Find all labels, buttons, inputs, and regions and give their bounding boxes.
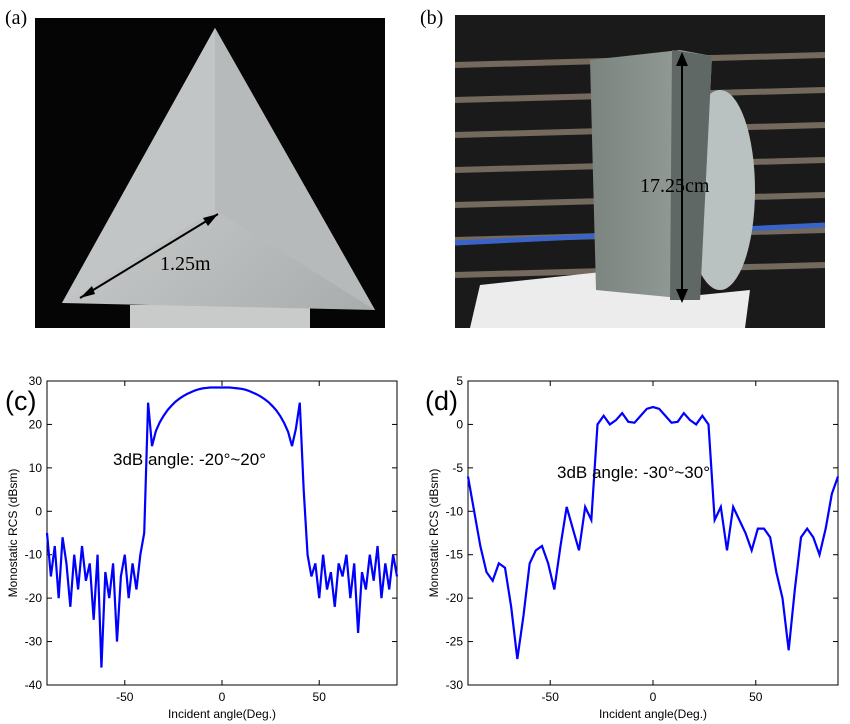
panel-label: (d) bbox=[425, 386, 458, 416]
y-tick-label: 0 bbox=[35, 504, 42, 518]
y-tick-label: -20 bbox=[25, 591, 43, 605]
y-tick-label: 20 bbox=[29, 417, 43, 431]
annotation: 3dB angle: -30°~30° bbox=[557, 463, 710, 482]
y-tick-label: -40 bbox=[25, 678, 43, 692]
y-tick-label: -30 bbox=[446, 678, 464, 692]
y-axis-label: Monostatic RCS (dBsm) bbox=[427, 469, 441, 598]
y-tick-label: -30 bbox=[25, 635, 43, 649]
plot-area bbox=[467, 380, 839, 686]
y-tick-label: -15 bbox=[446, 548, 464, 562]
photo-b bbox=[454, 15, 826, 328]
annotation: 3dB angle: -20°~20° bbox=[113, 450, 266, 469]
y-tick-label: 5 bbox=[456, 374, 463, 388]
y-tick-label: 10 bbox=[29, 461, 43, 475]
y-tick-label: 30 bbox=[29, 374, 43, 388]
photo-a bbox=[35, 18, 385, 328]
x-tick-label: 0 bbox=[650, 690, 657, 704]
y-tick-label: -10 bbox=[446, 504, 464, 518]
x-axis-label: Incident angle(Deg.) bbox=[168, 707, 276, 721]
annotation: 17.25cm bbox=[640, 175, 710, 197]
x-tick-label: 0 bbox=[219, 690, 226, 704]
panel-label: (c) bbox=[5, 386, 36, 416]
y-tick-label: -5 bbox=[452, 461, 463, 475]
x-tick-label: -50 bbox=[542, 690, 560, 704]
panel-label: (b) bbox=[420, 7, 443, 29]
panel-label: (a) bbox=[5, 7, 27, 29]
y-tick-label: -25 bbox=[446, 635, 464, 649]
y-tick-label: -10 bbox=[25, 548, 43, 562]
x-tick-label: 50 bbox=[313, 690, 327, 704]
annotation: 1.25m bbox=[160, 253, 211, 275]
x-tick-label: -50 bbox=[116, 690, 134, 704]
x-axis-label: Incident angle(Deg.) bbox=[599, 707, 707, 721]
data-line bbox=[45, 386, 399, 668]
y-tick-label: 0 bbox=[456, 417, 463, 431]
y-tick-label: -20 bbox=[446, 591, 464, 605]
y-axis-label: Monostatic RCS (dBsm) bbox=[6, 469, 20, 598]
data-line bbox=[466, 405, 840, 660]
x-tick-label: 50 bbox=[749, 690, 763, 704]
